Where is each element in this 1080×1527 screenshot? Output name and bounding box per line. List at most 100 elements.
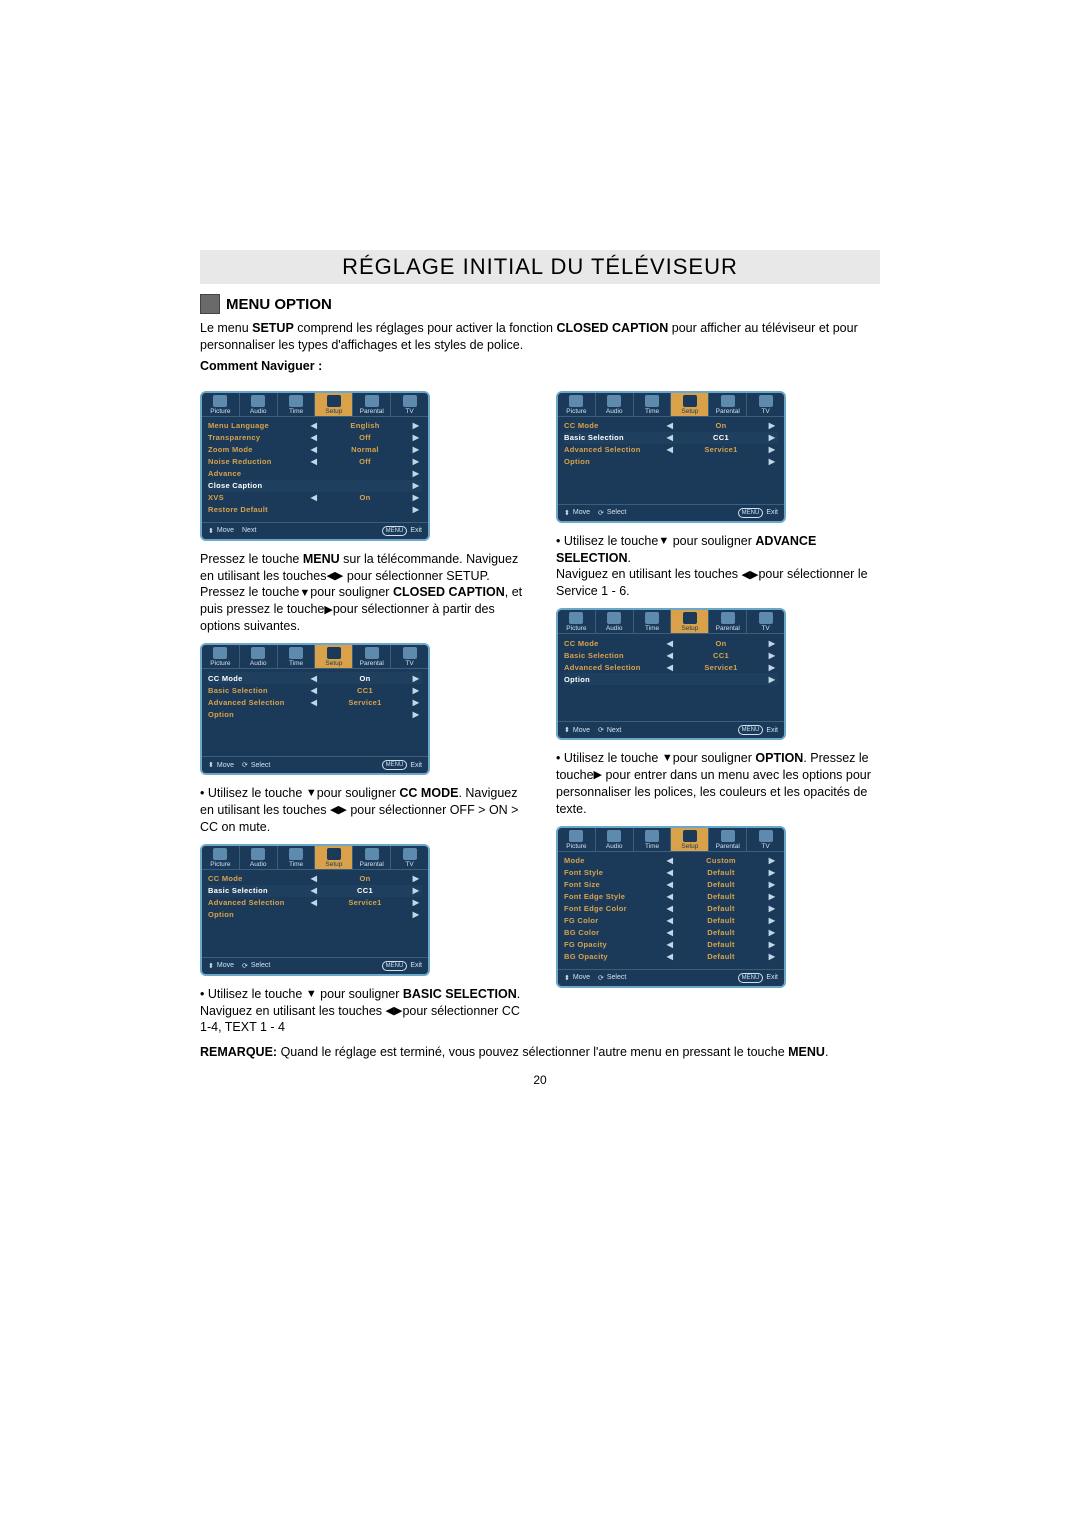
osd-row[interactable]: Basic Selection◀CC1▶ (564, 432, 778, 444)
osd-row[interactable]: BG Color◀Default▶ (564, 927, 778, 939)
osd-tab-parental[interactable]: Parental (709, 393, 747, 416)
osd-tab-label: Audio (606, 843, 623, 850)
osd-tab-picture[interactable]: Picture (202, 645, 240, 668)
osd-row[interactable]: Mode◀Custom▶ (564, 855, 778, 867)
osd-row-value: Default (676, 868, 766, 877)
osd-tab-picture[interactable]: Picture (558, 393, 596, 416)
osd-row-value: Custom (676, 856, 766, 865)
osd-tab-label: TV (405, 408, 413, 415)
osd-tab-picture[interactable]: Picture (558, 610, 596, 633)
osd-tab-audio[interactable]: Audio (596, 393, 634, 416)
osd-row[interactable]: Advance▶ (208, 468, 422, 480)
down-icon: ▼ (299, 586, 310, 601)
osd-tab-tv[interactable]: TV (747, 393, 784, 416)
osd-row[interactable]: Option▶ (208, 909, 422, 921)
osd-tab-setup[interactable]: Setup (671, 610, 709, 633)
osd-row[interactable]: CC Mode◀On▶ (208, 672, 422, 684)
osd-row-value: On (320, 874, 410, 883)
osd-tab-tv[interactable]: TV (747, 828, 784, 851)
right-arrow-icon: ▶ (410, 493, 422, 502)
osd-row[interactable]: Advanced Selection◀Service1▶ (564, 444, 778, 456)
audio-icon (251, 647, 265, 659)
right-arrow-icon: ▶ (766, 445, 778, 454)
osd-row[interactable]: Font Edge Color◀Default▶ (564, 903, 778, 915)
osd-tab-parental[interactable]: Parental (709, 610, 747, 633)
osd-row[interactable]: Advanced Selection◀Service1▶ (564, 661, 778, 673)
osd-tab-setup[interactable]: Setup (315, 846, 353, 869)
osd-row[interactable]: Basic Selection◀CC1▶ (208, 684, 422, 696)
osd-tab-audio[interactable]: Audio (596, 828, 634, 851)
osd-tab-parental[interactable]: Parental (709, 828, 747, 851)
osd-row[interactable]: Transparency◀Off▶ (208, 432, 422, 444)
tv-icon (759, 612, 773, 624)
osd-row[interactable]: Option▶ (564, 673, 778, 685)
osd-menu-basic: PictureAudioTimeSetupParentalTV CC Mode◀O… (200, 844, 430, 976)
osd-row[interactable]: Noise Reduction◀Off▶ (208, 456, 422, 468)
osd-tab-picture[interactable]: Picture (202, 846, 240, 869)
osd-row[interactable]: Font Style◀Default▶ (564, 867, 778, 879)
right-arrow-icon: ▶ (410, 433, 422, 442)
hint-text: Select (607, 974, 626, 981)
osd-tab-audio[interactable]: Audio (596, 610, 634, 633)
osd-row[interactable]: CC Mode◀On▶ (564, 637, 778, 649)
osd-tab-parental[interactable]: Parental (353, 645, 391, 668)
osd-tab-parental[interactable]: Parental (353, 393, 391, 416)
osd-row[interactable]: Basic Selection◀CC1▶ (208, 885, 422, 897)
t: OPTION (755, 751, 803, 765)
osd-row[interactable]: FG Color◀Default▶ (564, 915, 778, 927)
osd-row[interactable]: Font Size◀Default▶ (564, 879, 778, 891)
hint-text: Exit (410, 762, 422, 769)
osd-row[interactable]: Option▶ (564, 456, 778, 468)
osd-tab-setup[interactable]: Setup (315, 393, 353, 416)
osd-row[interactable]: BG Opacity◀Default▶ (564, 951, 778, 963)
left-arrow-icon: ◀ (664, 904, 676, 913)
osd-tab-tv[interactable]: TV (391, 645, 428, 668)
osd-row[interactable]: Font Edge Style◀Default▶ (564, 891, 778, 903)
hint-icon: ⬍ (208, 761, 214, 769)
osd-tab-tv[interactable]: TV (747, 610, 784, 633)
section-title: MENU OPTION (226, 296, 332, 313)
osd-tab-setup[interactable]: Setup (671, 828, 709, 851)
osd-tab-audio[interactable]: Audio (240, 645, 278, 668)
osd-tab-setup[interactable]: Setup (315, 645, 353, 668)
osd-row[interactable]: FG Opacity◀Default▶ (564, 939, 778, 951)
leftright-icon: ◀▶ (386, 1004, 403, 1019)
osd-body: CC Mode◀On▶Basic Selection◀CC1▶Advanced … (558, 417, 784, 504)
down-icon: ▼ (662, 751, 673, 766)
osd-tab-picture[interactable]: Picture (202, 393, 240, 416)
osd-tab-setup[interactable]: Setup (671, 393, 709, 416)
osd-tab-time[interactable]: Time (634, 828, 672, 851)
left-arrow-icon: ◀ (664, 952, 676, 961)
t: pour souligner (673, 751, 756, 765)
osd-row[interactable]: CC Mode◀On▶ (564, 420, 778, 432)
osd-row[interactable]: Advanced Selection◀Service1▶ (208, 696, 422, 708)
osd-tab-time[interactable]: Time (278, 645, 316, 668)
osd-tab-label: Picture (566, 625, 586, 632)
osd-row[interactable]: Menu Language◀English▶ (208, 420, 422, 432)
osd-row[interactable]: CC Mode◀On▶ (208, 873, 422, 885)
osd-row[interactable]: XVS◀On▶ (208, 492, 422, 504)
osd-row[interactable]: Close Caption▶ (208, 480, 422, 492)
right-arrow-icon: ▶ (410, 505, 422, 514)
osd-tab-audio[interactable]: Audio (240, 846, 278, 869)
osd-tab-picture[interactable]: Picture (558, 828, 596, 851)
osd-tab-audio[interactable]: Audio (240, 393, 278, 416)
note-para: REMARQUE: Quand le réglage est terminé, … (200, 1044, 880, 1061)
osd-hint-bar: ⬍Move⟳NextMENUExit (558, 721, 784, 738)
osd-tab-time[interactable]: Time (278, 846, 316, 869)
osd-row[interactable]: Zoom Mode◀Normal▶ (208, 444, 422, 456)
osd-row[interactable]: Basic Selection◀CC1▶ (564, 649, 778, 661)
osd-tab-label: Time (645, 625, 659, 632)
osd-tab-time[interactable]: Time (634, 610, 672, 633)
osd-tab-time[interactable]: Time (278, 393, 316, 416)
osd-row[interactable]: Advanced Selection◀Service1▶ (208, 897, 422, 909)
osd-row-label: Font Edge Style (564, 892, 664, 901)
osd-tab-tv[interactable]: TV (391, 846, 428, 869)
osd-menu-adv: PictureAudioTimeSetupParentalTVCC Mode◀O… (556, 391, 786, 523)
osd-row-value: Normal (320, 445, 410, 454)
osd-tab-parental[interactable]: Parental (353, 846, 391, 869)
osd-tab-time[interactable]: Time (634, 393, 672, 416)
osd-row[interactable]: Restore Default▶ (208, 504, 422, 516)
osd-row[interactable]: Option▶ (208, 708, 422, 720)
osd-tab-tv[interactable]: TV (391, 393, 428, 416)
